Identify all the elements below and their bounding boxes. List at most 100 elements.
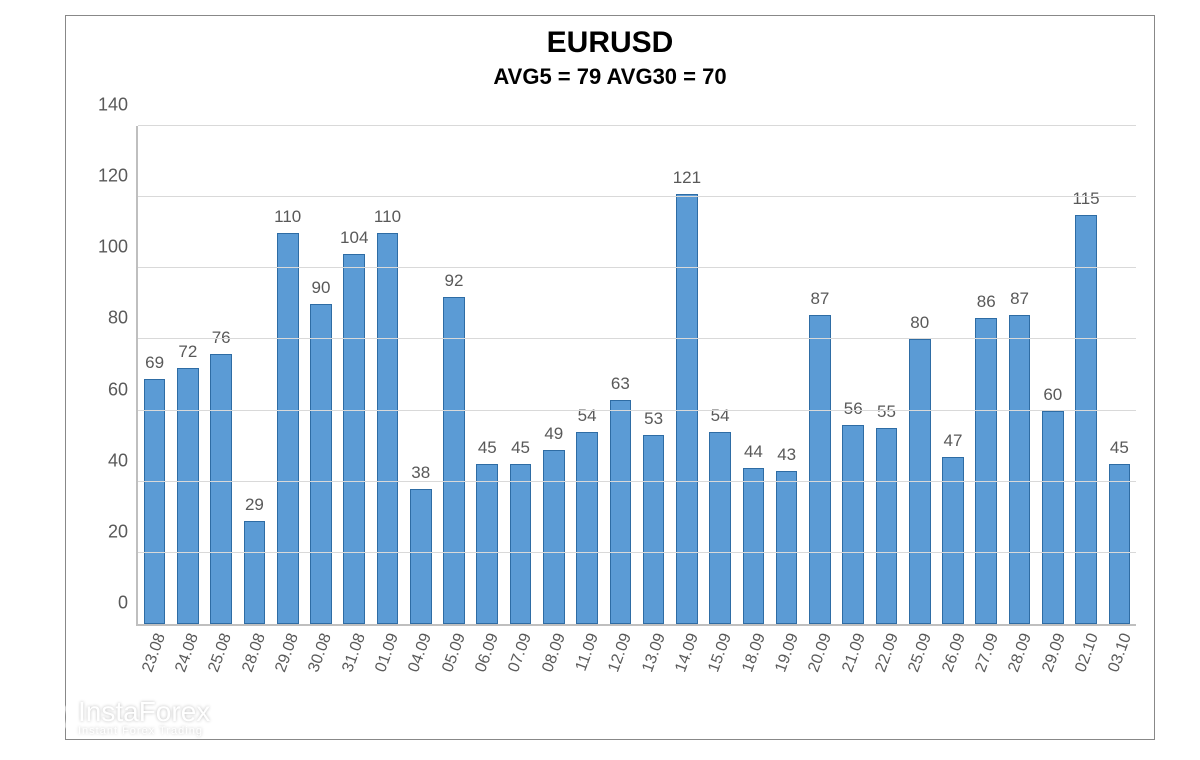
x-tick-label: 03.10 (1105, 631, 1136, 675)
x-label-slot: 19.09 (769, 631, 802, 731)
x-label-slot: 21.09 (836, 631, 869, 731)
bar (1042, 411, 1064, 624)
x-axis-labels: 23.0824.0825.0828.0829.0830.0831.0801.09… (136, 631, 1136, 731)
x-label-slot: 12.09 (603, 631, 636, 731)
bar (743, 468, 765, 625)
bar-value-label: 53 (644, 409, 663, 429)
bar-value-label: 44 (744, 442, 763, 462)
x-label-slot: 29.09 (1036, 631, 1069, 731)
x-label-slot: 22.09 (869, 631, 902, 731)
bar-value-label: 80 (910, 313, 929, 333)
bar (543, 450, 565, 624)
x-label-slot: 15.09 (703, 631, 736, 731)
bar-slot: 45 (504, 126, 537, 624)
watermark-logo-icon (18, 692, 68, 742)
x-tick-label: 19.09 (772, 631, 803, 675)
chart-title-block: EURUSD AVG5 = 79 AVG30 = 70 (66, 26, 1154, 90)
bar (842, 425, 864, 624)
bar-value-label: 90 (311, 278, 330, 298)
x-tick-label: 01.09 (372, 631, 403, 675)
bar-wrap: 115 (1069, 215, 1102, 624)
x-tick-label: 05.09 (439, 631, 470, 675)
bar-wrap: 87 (1003, 315, 1036, 624)
plot-area: 6972762911090104110389245454954635312154… (136, 126, 1136, 626)
x-label-slot: 05.09 (436, 631, 469, 731)
bar (909, 339, 931, 624)
bar-wrap: 80 (903, 339, 936, 624)
bar (610, 400, 632, 624)
x-tick-label: 25.08 (206, 631, 237, 675)
bar-value-label: 60 (1043, 385, 1062, 405)
bar-slot: 87 (803, 126, 836, 624)
y-tick-label: 140 (98, 95, 138, 116)
bar-value-label: 115 (1073, 189, 1100, 209)
bar (1075, 215, 1097, 624)
bar (410, 489, 432, 624)
y-tick-label: 0 (118, 593, 138, 614)
bar-wrap: 43 (770, 471, 803, 624)
x-tick-label: 20.09 (806, 631, 837, 675)
bar (1109, 464, 1131, 624)
watermark-tagline: Instant Forex Trading (78, 726, 210, 737)
bar (776, 471, 798, 624)
bar-wrap: 110 (371, 233, 404, 624)
bar (177, 368, 199, 624)
bar-slot: 86 (970, 126, 1003, 624)
bar-slot: 63 (604, 126, 637, 624)
bar-value-label: 45 (1110, 438, 1129, 458)
bar-slot: 56 (837, 126, 870, 624)
bar-slot: 72 (171, 126, 204, 624)
bar-wrap: 86 (970, 318, 1003, 624)
bar-value-label: 110 (274, 207, 301, 227)
x-label-slot: 02.10 (1069, 631, 1102, 731)
bar-wrap: 29 (238, 521, 271, 624)
bar-wrap: 45 (1103, 464, 1136, 624)
y-tick-label: 100 (98, 237, 138, 258)
bar (510, 464, 532, 624)
bar-wrap: 44 (737, 468, 770, 625)
bar-slot: 90 (304, 126, 337, 624)
bar-slot: 110 (271, 126, 304, 624)
bar-slot: 45 (471, 126, 504, 624)
chart-subtitle: AVG5 = 79 AVG30 = 70 (66, 64, 1154, 90)
bar-slot: 44 (737, 126, 770, 624)
y-tick-label: 60 (108, 379, 138, 400)
x-label-slot: 11.09 (569, 631, 602, 731)
x-label-slot: 14.09 (669, 631, 702, 731)
bar-value-label: 45 (478, 438, 497, 458)
bar (576, 432, 598, 624)
bar (643, 435, 665, 624)
x-tick-label: 26.09 (939, 631, 970, 675)
bar-slot: 87 (1003, 126, 1036, 624)
bar-wrap: 45 (471, 464, 504, 624)
bar-wrap: 104 (338, 254, 371, 624)
bar (310, 304, 332, 624)
bar (709, 432, 731, 624)
bar-value-label: 87 (1010, 289, 1029, 309)
bar-slot: 38 (404, 126, 437, 624)
bar-wrap: 63 (604, 400, 637, 624)
bar-slot: 69 (138, 126, 171, 624)
bar-wrap: 56 (837, 425, 870, 624)
bar-wrap: 49 (537, 450, 570, 624)
bar-slot: 110 (371, 126, 404, 624)
x-label-slot: 28.08 (236, 631, 269, 731)
x-tick-label: 04.09 (406, 631, 437, 675)
x-tick-label: 24.08 (172, 631, 203, 675)
bar-slot: 45 (1103, 126, 1136, 624)
x-label-slot: 06.09 (469, 631, 502, 731)
x-tick-label: 06.09 (472, 631, 503, 675)
bar-value-label: 104 (340, 228, 368, 248)
x-label-slot: 08.09 (536, 631, 569, 731)
bar (476, 464, 498, 624)
x-label-slot: 29.08 (269, 631, 302, 731)
bar (377, 233, 399, 624)
x-label-slot: 27.09 (969, 631, 1002, 731)
x-tick-label: 28.09 (1005, 631, 1036, 675)
x-label-slot: 01.09 (369, 631, 402, 731)
bar-value-label: 72 (178, 342, 197, 362)
gridline (138, 410, 1136, 411)
bar-wrap: 45 (504, 464, 537, 624)
bar-slot: 104 (338, 126, 371, 624)
x-label-slot: 03.10 (1103, 631, 1136, 731)
